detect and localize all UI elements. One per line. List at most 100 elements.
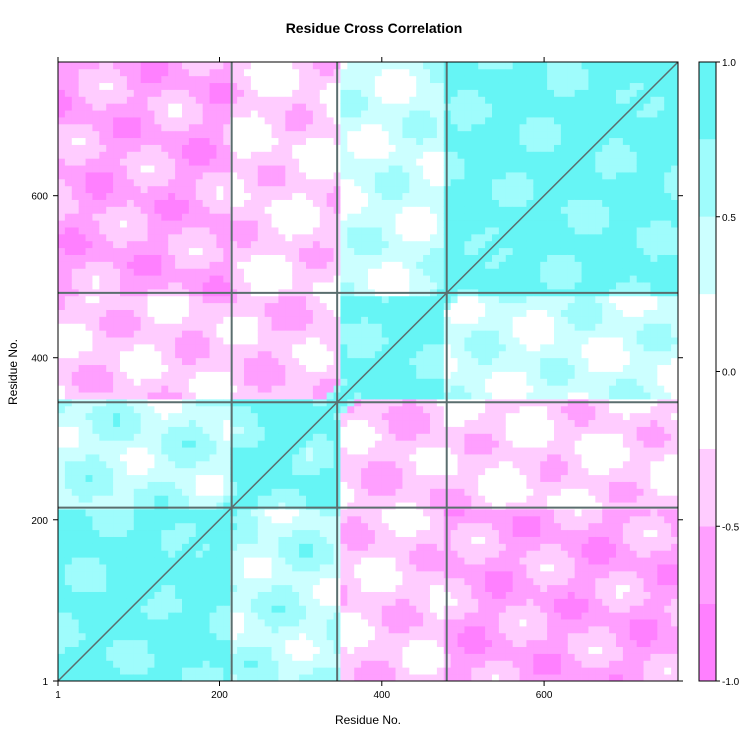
heatmap-cell bbox=[292, 172, 300, 180]
heatmap-cell bbox=[292, 605, 300, 613]
heatmap-cell bbox=[395, 378, 403, 386]
heatmap-cell bbox=[71, 254, 80, 262]
heatmap-cell bbox=[99, 364, 107, 372]
heatmap-cell bbox=[161, 447, 169, 455]
heatmap-cell bbox=[285, 564, 293, 572]
heatmap-cell bbox=[71, 385, 80, 393]
heatmap-cell bbox=[250, 268, 259, 276]
heatmap-cell bbox=[436, 474, 445, 482]
heatmap-cell bbox=[64, 227, 73, 235]
heatmap-cell bbox=[299, 254, 307, 262]
heatmap-cell bbox=[409, 103, 417, 111]
heatmap-cell bbox=[347, 426, 355, 434]
heatmap-cell bbox=[216, 674, 224, 682]
heatmap-cell bbox=[182, 117, 190, 125]
heatmap-cell bbox=[209, 117, 217, 125]
heatmap-cell bbox=[264, 522, 272, 531]
heatmap-cell bbox=[195, 82, 204, 90]
heatmap-cell bbox=[92, 206, 100, 214]
heatmap-cell bbox=[237, 158, 245, 166]
heatmap-cell bbox=[354, 598, 362, 606]
heatmap-cell bbox=[326, 323, 334, 331]
heatmap-cell bbox=[230, 392, 238, 400]
heatmap-cell bbox=[326, 364, 334, 372]
heatmap-cell bbox=[126, 481, 135, 489]
heatmap-cell bbox=[113, 261, 121, 269]
heatmap-cell bbox=[374, 392, 383, 400]
heatmap-cell bbox=[92, 172, 100, 180]
heatmap-cell bbox=[312, 426, 321, 434]
heatmap-cell bbox=[175, 302, 183, 310]
heatmap-cell bbox=[92, 364, 100, 372]
heatmap-cell bbox=[71, 62, 80, 70]
heatmap-cell bbox=[257, 481, 266, 489]
heatmap-cell bbox=[381, 660, 390, 668]
heatmap-cell bbox=[230, 625, 238, 634]
heatmap-cell bbox=[409, 151, 417, 159]
heatmap-cell bbox=[368, 488, 376, 496]
heatmap-cell bbox=[195, 247, 204, 255]
heatmap-cell bbox=[430, 227, 438, 235]
heatmap-cell bbox=[106, 371, 114, 379]
heatmap-cell bbox=[416, 165, 424, 173]
heatmap-cell bbox=[209, 536, 217, 544]
heatmap-cell bbox=[292, 515, 300, 524]
heatmap-cell bbox=[133, 605, 142, 613]
heatmap-cell bbox=[340, 557, 348, 565]
heatmap-cell bbox=[285, 426, 293, 434]
heatmap-cell bbox=[223, 447, 231, 455]
heatmap-cell bbox=[113, 123, 121, 132]
heatmap-cell bbox=[237, 323, 245, 331]
heatmap-cell bbox=[99, 577, 107, 586]
heatmap-cell bbox=[168, 316, 176, 324]
heatmap-cell bbox=[147, 619, 155, 627]
heatmap-cell bbox=[182, 646, 190, 654]
heatmap-cell bbox=[292, 268, 300, 276]
heatmap-cell bbox=[161, 426, 169, 434]
heatmap-cell bbox=[409, 481, 417, 489]
heatmap-cell bbox=[271, 282, 279, 290]
heatmap-cell bbox=[278, 144, 286, 152]
heatmap-cell bbox=[292, 110, 300, 118]
heatmap-cell bbox=[306, 268, 314, 276]
heatmap-cell bbox=[388, 536, 396, 544]
heatmap-cell bbox=[106, 323, 114, 331]
heatmap-cell bbox=[285, 584, 293, 592]
heatmap-cell bbox=[306, 364, 314, 372]
heatmap-cell bbox=[292, 564, 300, 572]
heatmap-cell bbox=[147, 110, 155, 118]
heatmap-cell bbox=[416, 460, 424, 469]
heatmap-cell bbox=[257, 564, 266, 572]
heatmap-cell bbox=[340, 254, 348, 262]
heatmap-cell bbox=[78, 158, 86, 166]
heatmap-cell bbox=[209, 316, 217, 324]
heatmap-cell bbox=[58, 89, 66, 97]
heatmap-cell bbox=[306, 529, 314, 537]
heatmap-cell bbox=[402, 426, 410, 434]
heatmap-cell bbox=[182, 584, 190, 592]
heatmap-cell bbox=[395, 612, 403, 620]
heatmap-cell bbox=[202, 302, 210, 310]
heatmap-cell bbox=[202, 254, 210, 262]
heatmap-cell bbox=[133, 172, 142, 180]
heatmap-cell bbox=[285, 62, 293, 70]
heatmap-cell bbox=[216, 632, 224, 641]
heatmap-cell bbox=[257, 619, 266, 627]
heatmap-cell bbox=[264, 426, 272, 434]
heatmap-cell bbox=[168, 185, 176, 194]
heatmap-cell bbox=[374, 433, 383, 441]
heatmap-cell bbox=[140, 62, 148, 70]
heatmap-cell bbox=[120, 515, 128, 524]
heatmap-cell bbox=[374, 364, 383, 372]
heatmap-cell bbox=[154, 357, 162, 366]
heatmap-cell bbox=[271, 467, 279, 476]
heatmap-cell bbox=[250, 632, 259, 641]
heatmap-cell bbox=[188, 158, 197, 166]
heatmap-cell bbox=[416, 674, 424, 682]
heatmap-cell bbox=[182, 632, 190, 641]
heatmap-cell bbox=[209, 460, 217, 469]
heatmap-cell bbox=[216, 185, 224, 194]
heatmap-cell bbox=[133, 625, 142, 634]
heatmap-cell bbox=[120, 89, 128, 97]
